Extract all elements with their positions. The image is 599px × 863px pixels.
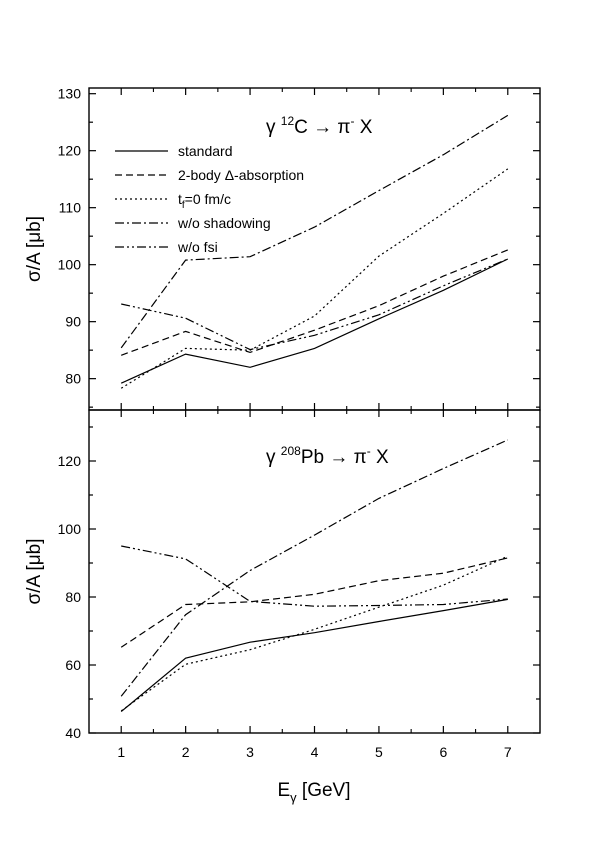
panel-title: γ 208Pb → π- X xyxy=(266,444,389,468)
x-tick-label: 3 xyxy=(246,744,254,760)
y-axis-label: σ/A [μb] xyxy=(24,216,45,282)
y-tick-label: 120 xyxy=(58,453,82,469)
series-line-tf0 xyxy=(120,168,509,389)
panel-lead: 40 60 80 100 120 σ/A [μb] γ 208Pb → π- X xyxy=(24,409,541,741)
panel-title: γ 12C → π- X xyxy=(266,114,373,138)
series-line-two_body xyxy=(120,557,508,648)
y-tick-label: 130 xyxy=(58,86,82,102)
legend-label-tf0: tf=0 fm/c xyxy=(178,191,231,211)
x-tick-label: 1 xyxy=(117,744,125,760)
y-axis-label: σ/A [μb] xyxy=(24,539,45,605)
y-tick-label: 100 xyxy=(58,521,82,537)
series-line-standard xyxy=(120,598,508,713)
legend-label-wo_shadowing: w/o shadowing xyxy=(177,215,271,231)
y-tick-label: 120 xyxy=(58,143,82,159)
x-tick-label: 4 xyxy=(311,744,319,760)
x-axis-label: Eγ [GeV] xyxy=(277,780,350,805)
y-tick-label: 90 xyxy=(65,314,81,330)
y-tick-label: 100 xyxy=(58,257,82,273)
series-line-standard xyxy=(120,258,509,384)
x-axis: 1 2 3 4 5 6 7 Eγ [GeV] xyxy=(117,744,512,805)
legend-label-wo_fsi: w/o fsi xyxy=(177,239,218,255)
series-line-wo_fsi xyxy=(121,258,509,351)
y-tick-label: 60 xyxy=(65,657,81,673)
x-tick-label: 6 xyxy=(439,744,447,760)
y-tick-label: 40 xyxy=(65,725,81,741)
y-tick-label: 80 xyxy=(65,371,81,387)
x-tick-label: 7 xyxy=(504,744,512,760)
series-line-wo_fsi xyxy=(121,545,508,607)
legend-label-two_body: 2-body Δ-absorption xyxy=(178,167,304,183)
x-tick-label: 2 xyxy=(182,744,190,760)
series-line-wo_shadowing xyxy=(120,439,509,697)
series-line-two_body xyxy=(120,249,509,356)
y-tick-label: 110 xyxy=(59,200,82,216)
legend: standard 2-body Δ-absorption tf=0 fm/c w/o … xyxy=(115,143,304,255)
series-line-wo_shadowing xyxy=(120,114,509,349)
series-line-tf0 xyxy=(120,555,509,712)
panel-carbon: 80 90 100 110 120 130 σ/A [μb] γ 12C → π- X xyxy=(24,86,541,411)
x-tick-label: 5 xyxy=(375,744,383,760)
legend-label-standard: standard xyxy=(178,143,232,159)
y-tick-label: 80 xyxy=(65,589,81,605)
